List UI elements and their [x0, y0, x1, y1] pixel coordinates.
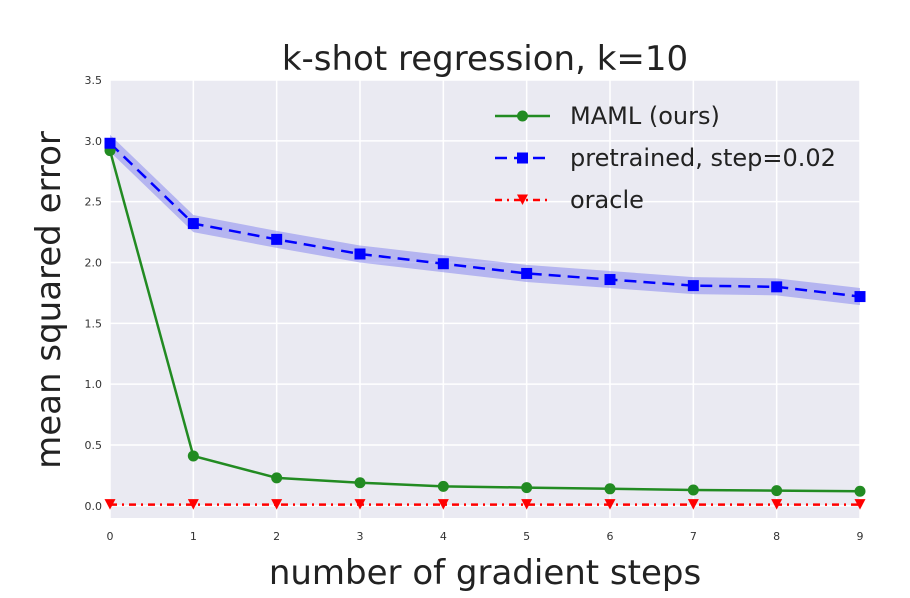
data-point-pretrained-step-0-02 — [521, 267, 533, 279]
series-markers — [104, 137, 866, 510]
y-tick-labels: 0.0 0.5 1.0 1.5 2.0 2.5 3.0 3.5 — [85, 74, 103, 513]
legend-marker-maml-ours — [517, 110, 528, 122]
legend-label-maml-ours: MAML (ours) — [570, 102, 720, 130]
x-tick-label: 4 — [440, 530, 447, 543]
data-point-maml-ours — [354, 477, 366, 489]
data-point-oracle — [771, 499, 783, 510]
x-tick-label: 1 — [190, 530, 197, 543]
data-point-maml-ours — [521, 482, 533, 494]
series-line-maml-ours — [108, 150, 861, 493]
y-tick-label: 0.5 — [85, 439, 103, 452]
legend-label-oracle: oracle — [570, 186, 644, 214]
data-point-maml-ours — [687, 484, 699, 496]
data-point-oracle — [354, 499, 366, 510]
x-tick-label: 5 — [523, 530, 530, 543]
y-axis-label: mean squared error — [29, 131, 69, 469]
data-point-pretrained-step-0-02 — [854, 291, 866, 303]
chart-title: k-shot regression, k=10 — [282, 39, 688, 79]
series-line-pretrained-step-0-02 — [109, 142, 861, 298]
data-point-oracle — [687, 499, 699, 510]
data-point-oracle — [437, 499, 449, 510]
x-tick-label: 8 — [773, 530, 780, 543]
data-point-pretrained-step-0-02 — [354, 248, 366, 260]
data-point-oracle — [104, 499, 116, 510]
x-tick-label: 9 — [857, 530, 864, 543]
y-tick-label: 2.5 — [85, 196, 103, 209]
data-point-pretrained-step-0-02 — [771, 281, 783, 293]
x-tick-label: 7 — [690, 530, 697, 543]
x-tick-label: 3 — [357, 530, 364, 543]
data-point-oracle — [604, 499, 616, 510]
y-tick-label: 3.0 — [85, 135, 103, 148]
y-tick-label: 0.0 — [85, 500, 103, 513]
x-tick-label: 2 — [273, 530, 280, 543]
data-point-maml-ours — [187, 450, 199, 462]
data-point-oracle — [521, 499, 533, 510]
y-tick-label: 1.5 — [85, 317, 103, 330]
data-point-maml-ours — [854, 485, 866, 497]
data-point-oracle — [187, 499, 199, 510]
legend-marker-oracle — [517, 194, 528, 205]
data-point-pretrained-step-0-02 — [437, 258, 449, 270]
data-point-maml-ours — [604, 483, 616, 495]
series-lines — [108, 142, 861, 506]
x-axis-label: number of gradient steps — [269, 553, 701, 593]
data-point-pretrained-step-0-02 — [271, 233, 283, 245]
legend-label-pretrained-step-0-02: pretrained, step=0.02 — [570, 144, 836, 172]
data-point-pretrained-step-0-02 — [187, 218, 199, 230]
x-tick-labels: 0 1 2 3 4 5 6 7 8 9 — [107, 530, 864, 543]
data-point-maml-ours — [437, 480, 449, 492]
y-tick-label: 3.5 — [85, 74, 103, 87]
data-point-oracle — [271, 499, 283, 510]
data-point-pretrained-step-0-02 — [687, 280, 699, 292]
data-point-pretrained-step-0-02 — [104, 137, 116, 149]
legend: MAML (ours) pretrained, step=0.02 oracle — [495, 102, 836, 214]
y-tick-label: 2.0 — [85, 257, 103, 270]
data-point-maml-ours — [271, 472, 283, 484]
data-point-oracle — [854, 499, 866, 510]
legend-marker-pretrained-step-0-02 — [517, 152, 528, 164]
data-point-maml-ours — [771, 485, 783, 497]
y-tick-label: 1.0 — [85, 378, 103, 391]
x-tick-label: 6 — [607, 530, 614, 543]
data-point-pretrained-step-0-02 — [604, 274, 616, 286]
x-tick-label: 0 — [107, 530, 114, 543]
